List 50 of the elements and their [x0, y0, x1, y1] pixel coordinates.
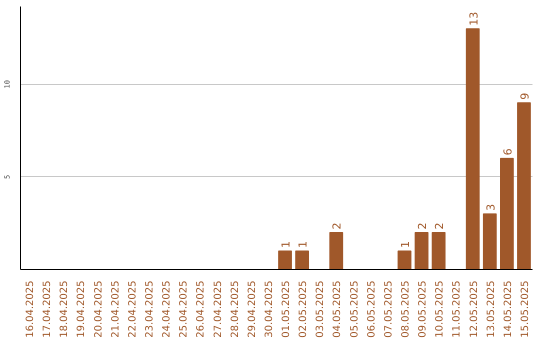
- bar: [517, 102, 531, 270]
- x-tick-label: 16.04.2025: [25, 280, 36, 338]
- x-tick-label: 10.05.2025: [434, 280, 446, 338]
- data-label: 3: [484, 204, 498, 211]
- data-label: 2: [330, 222, 344, 230]
- x-tick-label: 12.05.2025: [468, 280, 480, 338]
- x-tick-label: 13.05.2025: [486, 280, 497, 338]
- x-tick-label: 07.05.2025: [383, 280, 394, 338]
- x-tick-label: 21.04.2025: [110, 280, 122, 338]
- x-tick-label: 08.05.2025: [400, 280, 412, 338]
- data-label: 9: [518, 92, 532, 100]
- data-label: 2: [433, 222, 446, 230]
- bar: [278, 250, 292, 270]
- x-tick-label: 15.05.2025: [520, 280, 531, 338]
- x-tick-label: 25.04.2025: [178, 280, 190, 338]
- x-tick-label: 30.04.2025: [264, 280, 275, 338]
- x-tick-label: 05.05.2025: [349, 280, 360, 338]
- x-tick-label: 02.05.2025: [298, 280, 310, 338]
- x-tick-label: 28.04.2025: [230, 280, 241, 338]
- x-tick-label: 20.04.2025: [93, 280, 104, 338]
- x-tick-label: 04.05.2025: [332, 280, 344, 338]
- x-tick-label: 06.05.2025: [366, 280, 378, 338]
- bar: [398, 250, 412, 270]
- x-tick-label: 03.05.2025: [315, 280, 326, 338]
- x-tick-label: 24.04.2025: [162, 280, 173, 338]
- data-label: 6: [501, 148, 514, 156]
- bar: [466, 28, 480, 270]
- x-tick-label: 27.04.2025: [212, 280, 224, 338]
- bar: [482, 213, 497, 270]
- x-tick-label: 26.04.2025: [196, 280, 207, 338]
- data-label: 1: [296, 240, 310, 248]
- x-tick-label: 11.05.2025: [452, 280, 463, 338]
- bar: [414, 232, 428, 270]
- data-label: 1: [280, 240, 293, 248]
- x-tick-label: 09.05.2025: [418, 280, 429, 338]
- x-tick-label: 17.04.2025: [42, 280, 54, 338]
- x-tick-label: 14.05.2025: [502, 280, 514, 338]
- bar: [329, 232, 344, 270]
- x-tick-label: 22.04.2025: [127, 280, 138, 338]
- bar: [500, 158, 514, 270]
- x-tick-label: 23.04.2025: [144, 280, 156, 338]
- data-label: 13: [467, 12, 480, 26]
- x-tick-label: 29.04.2025: [246, 280, 258, 338]
- bar: [432, 232, 446, 270]
- x-tick-label: 18.04.2025: [59, 280, 70, 338]
- data-label: 1: [399, 240, 412, 248]
- x-tick-label: 19.04.2025: [76, 280, 88, 338]
- bar: [295, 250, 309, 270]
- data-label: 2: [416, 222, 430, 230]
- x-tick-label: 01.05.2025: [281, 280, 292, 338]
